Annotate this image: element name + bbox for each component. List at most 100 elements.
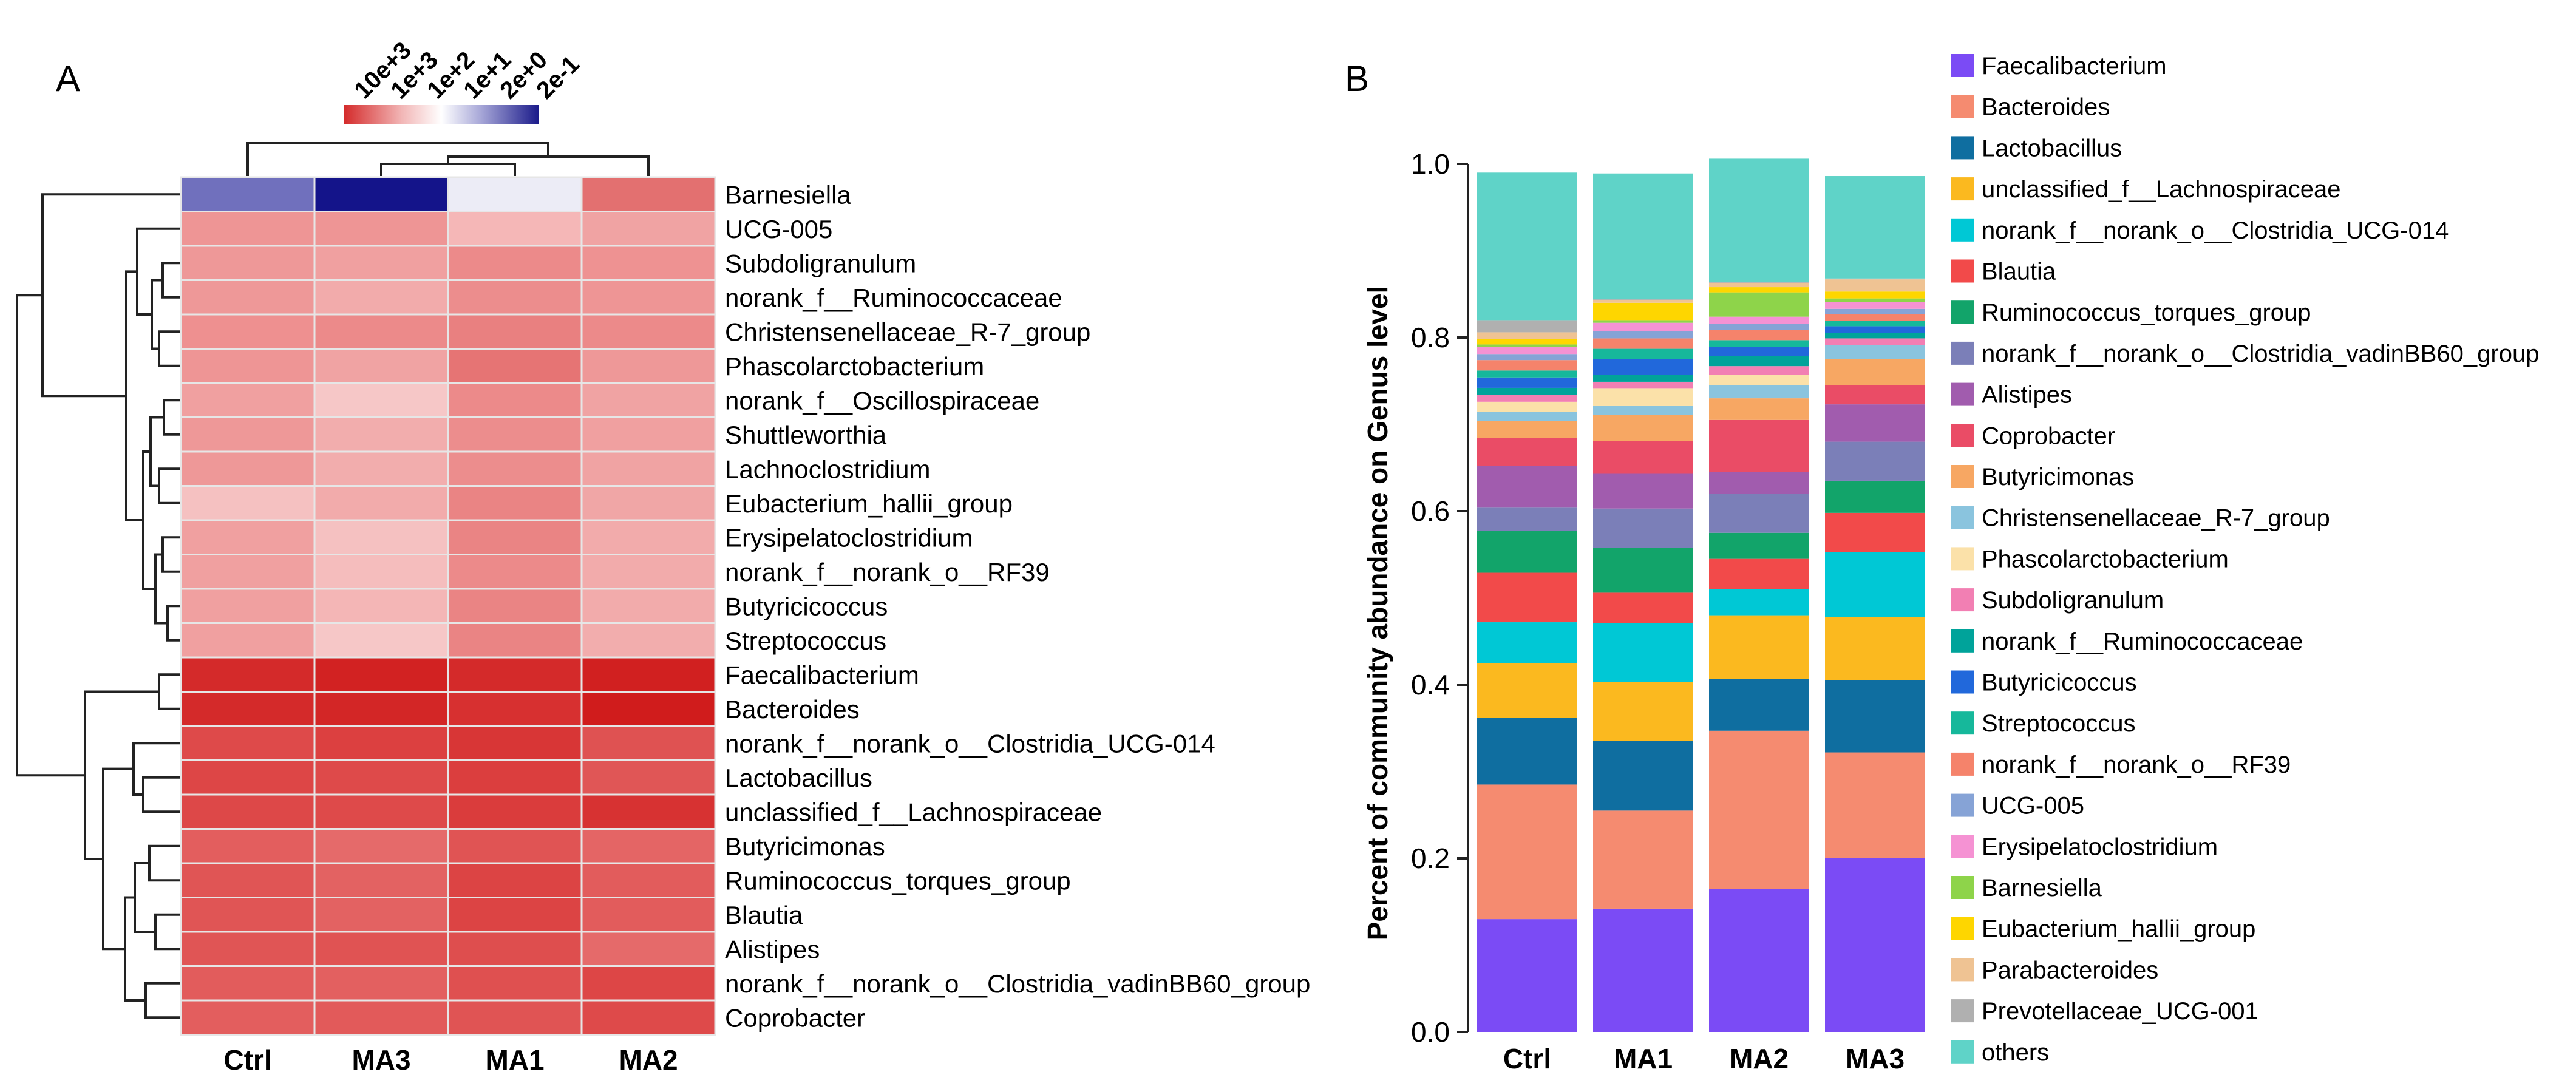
heatmap-cell <box>447 416 583 453</box>
heatmap-cell <box>580 176 716 212</box>
heatmap-row-label: Phascolarctobacterium <box>725 352 984 381</box>
heatmap-cell <box>447 828 583 864</box>
y-tick-label: 1.0 <box>1411 148 1450 180</box>
stacked-bar-segment <box>1825 321 1925 327</box>
heatmap-row-label: unclassified_f__Lachnospiraceae <box>725 798 1102 826</box>
row-dendrogram-branch <box>163 399 180 436</box>
stacked-bar-segment <box>1593 908 1693 1032</box>
heatmap-cell <box>180 622 316 659</box>
stacked-bar-segment <box>1477 919 1577 1032</box>
legend-swatch <box>1951 177 1974 201</box>
legend-swatch <box>1951 341 1974 365</box>
legend-swatch <box>1951 793 1974 817</box>
legend-swatch <box>1951 835 1974 858</box>
heatmap-row-label: norank_f__Ruminococcaceae <box>725 283 1062 312</box>
heatmap-cell <box>180 759 316 796</box>
heatmap-cell <box>180 382 316 418</box>
heatmap-cell <box>447 793 583 830</box>
legend-swatch <box>1951 670 1974 694</box>
stacked-bar-segment <box>1477 360 1577 371</box>
heatmap-cell <box>313 759 449 796</box>
legend-label: Prevotellaceae_UCG-001 <box>1982 998 2258 1025</box>
stacked-bar-segment <box>1709 889 1809 1032</box>
stacked-bar-segment <box>1593 810 1693 909</box>
legend-label: norank_f__norank_o__Clostridia_vadinBB60… <box>1982 341 2539 367</box>
column-dendrogram-branch <box>246 142 549 176</box>
legend-swatch <box>1951 259 1974 283</box>
row-dendrogram-branch <box>134 862 155 933</box>
legend-label: Subdoligranulum <box>1982 587 2164 614</box>
heatmap-cell <box>180 450 316 487</box>
heatmap-cell <box>580 588 716 624</box>
legend-label: Barnesiella <box>1982 875 2102 901</box>
stacked-bar-segment <box>1825 552 1925 617</box>
heatmap-cell <box>447 691 583 727</box>
row-dendrogram-branch <box>154 913 180 951</box>
heatmap-row-label: Bacteroides <box>725 695 860 724</box>
heatmap-cell <box>447 897 583 933</box>
heatmap-cell <box>313 793 449 830</box>
row-dendrogram-branch <box>158 330 180 367</box>
stacked-bar-segment <box>1477 347 1577 355</box>
heatmap-cell <box>180 862 316 898</box>
stacked-bar-segment <box>1825 752 1925 858</box>
legend-label: Christensenellaceae_R-7_group <box>1982 505 2330 532</box>
heatmap-cell <box>580 245 716 281</box>
stacked-bar-segment <box>1477 377 1577 388</box>
stacked-bar-segment <box>1593 405 1693 415</box>
stacked-bar-segment <box>1477 421 1577 438</box>
legend-label: Butyricicoccus <box>1982 670 2137 696</box>
stacked-bar-segment <box>1825 326 1925 333</box>
heatmap-cell <box>313 691 449 727</box>
heatmap-row-label: Eubacterium_hallii_group <box>725 489 1013 518</box>
legend-label: Butyricimonas <box>1982 464 2134 490</box>
stacked-bar-segment <box>1825 441 1925 481</box>
legend-swatch <box>1951 300 1974 324</box>
heatmap-cell <box>180 588 316 624</box>
stacked-bar-segment <box>1593 548 1693 593</box>
stacked-bar-segment <box>1593 441 1693 474</box>
stacked-bar-segment <box>1477 354 1577 361</box>
heatmap-cell <box>447 313 583 350</box>
x-tick-label: MA1 <box>1614 1043 1673 1074</box>
stacked-bar-segment <box>1593 623 1693 682</box>
heatmap-cell <box>313 554 449 590</box>
row-dendrogram-branch <box>136 227 180 316</box>
heatmap-cell <box>580 382 716 418</box>
heatmap-cell <box>180 897 316 933</box>
y-tick-label: 0.6 <box>1411 495 1450 527</box>
heatmap-cell <box>313 828 449 864</box>
stacked-bar-segment <box>1709 292 1809 317</box>
legend-swatch <box>1951 424 1974 447</box>
heatmap-row-label: Christensenellaceae_R-7_group <box>725 317 1090 346</box>
y-tick-label: 0.4 <box>1411 669 1450 701</box>
heatmap-cell <box>180 999 316 1036</box>
heatmap-cell <box>180 691 316 727</box>
legend-swatch <box>1951 95 1974 118</box>
row-dendrogram-branch <box>84 690 159 860</box>
heatmap-cell <box>447 211 583 247</box>
legend-label: Alistipes <box>1982 382 2072 409</box>
heatmap-cell <box>180 211 316 247</box>
stacked-bar-segment <box>1709 398 1809 420</box>
stacked-bar-segment <box>1825 298 1925 302</box>
stacked-bar-segment <box>1825 291 1925 299</box>
stacked-bar-y-axis: 0.0 0.2 0.4 0.6 0.8 1.0 <box>1411 148 1469 1048</box>
heatmap-cell <box>180 313 316 350</box>
legend-label: UCG-005 <box>1982 793 2084 819</box>
x-tick-label: Ctrl <box>1503 1043 1551 1074</box>
row-dendrogram-branch <box>142 776 180 813</box>
row-dendrogram-branch <box>144 982 180 1019</box>
stacked-bar-segment <box>1477 531 1577 573</box>
stacked-bar-segment <box>1709 287 1809 293</box>
stacked-bar-segment <box>1477 172 1577 321</box>
stacked-bar-segment <box>1593 300 1693 303</box>
heatmap-row-label: UCG-005 <box>725 215 832 243</box>
row-dendrogram-branch <box>158 467 180 504</box>
row-dendrogram-branch <box>151 279 163 350</box>
stacked-bar-segment <box>1477 438 1577 466</box>
legend-label: Bacteroides <box>1982 94 2110 121</box>
heatmap-cell <box>180 965 316 1002</box>
stacked-bar-segment <box>1477 401 1577 412</box>
